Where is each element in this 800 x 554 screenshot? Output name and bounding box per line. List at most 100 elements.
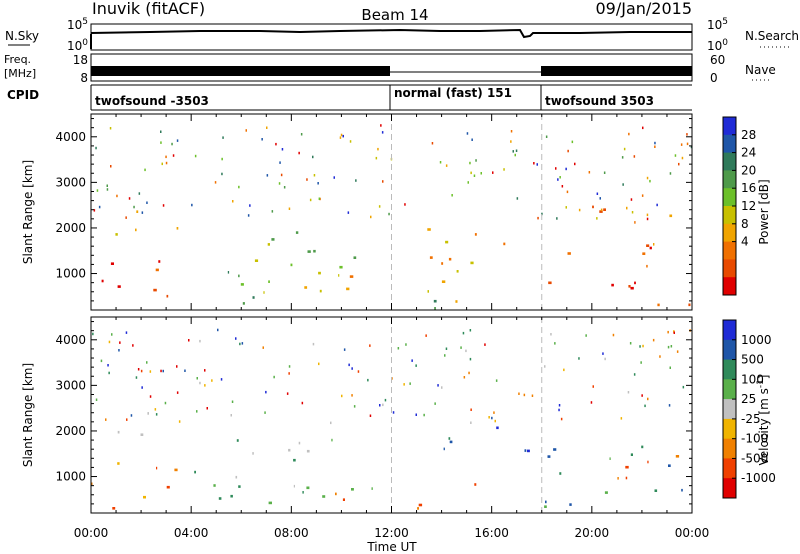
velocity-echo-cell <box>301 401 304 405</box>
power-colorbar-swatch <box>723 259 736 278</box>
velocity-echo-cell <box>293 484 295 488</box>
velocity-echo-cell <box>166 485 170 489</box>
power-echo-cell <box>304 286 308 289</box>
velocity-echo-cell <box>673 331 675 334</box>
power-echo-cell <box>144 168 146 172</box>
power-echo-cell <box>548 281 552 285</box>
velocity-echo-cell <box>544 365 546 368</box>
velocity-echo-cell <box>154 408 157 411</box>
power-colorbar: 28 24 20 16 12 8 4 <box>722 116 756 296</box>
power-echo-cell <box>634 281 636 285</box>
power-echo-cells <box>93 114 693 310</box>
velocity-echo-cell <box>617 477 619 480</box>
velocity-colorbar-tick-label: 25 <box>741 392 756 406</box>
power-echo-cell <box>346 287 350 291</box>
velocity-echo-cell <box>112 507 116 510</box>
velocity-echo-cell <box>602 352 604 355</box>
velocity-echo-cell <box>620 417 623 420</box>
power-echo-cell <box>448 257 452 261</box>
velocity-echo-cell <box>667 330 669 334</box>
cpid-segment-2: normal (fast) 151 <box>394 86 512 100</box>
velocity-echo-cell <box>652 338 655 342</box>
power-colorbar-swatch <box>723 206 736 225</box>
power-echo-cell <box>466 132 469 135</box>
velocity-echo-cell <box>353 405 356 408</box>
velocity-echo-cell <box>627 391 630 394</box>
noise-right-label: N.Search <box>745 29 799 43</box>
velocity-echo-cell <box>174 468 178 472</box>
power-echo-cell <box>439 161 442 164</box>
velocity-echo-cell <box>230 494 233 498</box>
velocity-echo-cell <box>604 357 606 361</box>
velocity-echo-cell <box>474 483 477 486</box>
velocity-echo-cell <box>204 369 206 372</box>
power-echo-cell <box>106 184 108 187</box>
power-echo-cell <box>427 228 431 231</box>
velocity-echo-cell <box>418 503 423 507</box>
velocity-echo-cell <box>641 394 643 397</box>
power-echo-cell <box>431 142 434 145</box>
freq-label: Freq. <box>4 53 31 66</box>
power-echo-cell <box>646 176 649 180</box>
power-echo-cell <box>313 249 316 253</box>
velocity-echo-cell <box>592 385 594 388</box>
power-echo-cell <box>133 205 135 209</box>
power-echo-cell <box>279 161 281 164</box>
power-echo-cell <box>238 274 240 278</box>
power-echo-cell <box>567 252 571 255</box>
velocity-echo-cell <box>164 401 167 405</box>
velocity-echo-cell <box>108 340 111 344</box>
velocity-colorbar-tick-label: -100 <box>741 432 768 446</box>
power-echo-cell <box>194 154 197 158</box>
velocity-ylabel: Slant Range [km] <box>21 363 35 467</box>
power-echo-cell <box>377 147 379 151</box>
power-echo-cell <box>630 286 634 290</box>
velocity-echo-cell <box>547 455 551 458</box>
power-echo-cell <box>510 130 513 133</box>
velocity-echo-cell <box>204 384 206 387</box>
power-echo-cell <box>375 156 378 160</box>
power-echo-cell <box>146 201 148 204</box>
power-echo-cell <box>160 130 162 133</box>
power-echo-cell <box>278 182 281 185</box>
velocity-echo-cell <box>236 439 239 442</box>
velocity-echo-cell <box>137 368 140 371</box>
velocity-ytick-label: 3000 <box>55 378 86 392</box>
velocity-echo-cells <box>91 317 691 513</box>
time-tick-label: 04:00 <box>174 526 209 540</box>
noise-right-tick-top: 105 <box>707 17 728 32</box>
velocity-colorbar-swatch <box>723 458 736 479</box>
power-echo-cell <box>536 163 538 166</box>
velocity-echo-cell <box>107 364 109 367</box>
velocity-echo-cell <box>217 328 219 332</box>
velocity-echo-cell <box>494 419 496 423</box>
velocity-echo-cell <box>445 347 448 350</box>
power-echo-cell <box>141 211 144 214</box>
power-echo-cell <box>176 227 179 230</box>
velocity-echo-cell <box>647 397 649 401</box>
power-echo-cell <box>434 307 436 310</box>
power-echo-cell <box>503 168 505 171</box>
velocity-echo-cell <box>343 348 346 351</box>
power-echo-cell <box>654 145 656 148</box>
velocity-echo-cell <box>105 418 107 421</box>
velocity-echo-cell <box>612 333 615 337</box>
velocity-echo-cell <box>668 464 671 467</box>
velocity-echo-cell <box>351 488 354 491</box>
power-echo-cell <box>349 275 354 278</box>
power-colorbar-tick-label: 24 <box>741 146 756 160</box>
velocity-echo-cell <box>409 382 411 385</box>
power-colorbar-swatch <box>723 223 736 243</box>
power-echo-cell <box>110 165 112 168</box>
power-echo-cell <box>656 203 658 207</box>
velocity-echo-cell <box>293 458 296 462</box>
velocity-echo-cell <box>149 395 152 398</box>
velocity-echo-cell <box>140 433 144 436</box>
velocity-echo-cell <box>590 401 593 404</box>
power-echo-cell <box>626 206 628 210</box>
velocity-echo-cell <box>668 404 671 407</box>
power-echo-cell <box>261 138 263 141</box>
velocity-echo-cell <box>437 384 439 387</box>
power-echo-cell <box>176 139 179 142</box>
velocity-echo-cell <box>213 484 216 487</box>
